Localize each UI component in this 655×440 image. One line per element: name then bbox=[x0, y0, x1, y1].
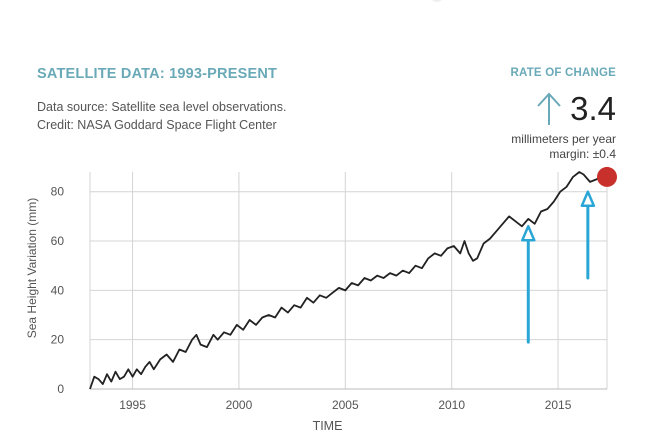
x-axis-label: TIME bbox=[312, 419, 343, 433]
rate-value-row: 3.4 bbox=[536, 88, 616, 130]
source-line: Data source: Satellite sea level observa… bbox=[37, 100, 287, 114]
y-axis-label-wrap: Sea Height Variation (mm) bbox=[24, 180, 40, 355]
y-axis-label: Sea Height Variation (mm) bbox=[25, 197, 39, 338]
credit-line: Credit: NASA Goddard Space Flight Center bbox=[37, 118, 277, 132]
annotation-arrow bbox=[521, 225, 536, 344]
data-source: Data source: Satellite sea level observa… bbox=[37, 98, 286, 134]
sea-level-series-line bbox=[89, 171, 602, 390]
rate-title: RATE OF CHANGE bbox=[510, 67, 616, 79]
up-arrow-icon bbox=[537, 92, 561, 125]
rate-unit: millimeters per year bbox=[511, 132, 616, 146]
x-tick-label: 2000 bbox=[226, 398, 253, 412]
y-tick-label: 20 bbox=[51, 333, 65, 347]
annotation-arrow-head bbox=[580, 190, 596, 207]
latest-value-marker bbox=[597, 166, 617, 187]
rate-value: 3.4 bbox=[570, 90, 616, 127]
rate-margin: margin: ±0.4 bbox=[549, 147, 616, 161]
y-tick-label: 80 bbox=[51, 185, 65, 199]
annotation-arrow-head bbox=[521, 225, 536, 242]
y-tick-label: 40 bbox=[51, 283, 65, 297]
annotation-arrow bbox=[580, 190, 596, 280]
chart-title: SATELLITE DATA: 1993-PRESENT bbox=[37, 66, 278, 82]
y-tick-label: 0 bbox=[57, 382, 64, 396]
x-tick-label: 2005 bbox=[332, 398, 359, 412]
x-tick-label: 2015 bbox=[545, 398, 572, 412]
y-tick-label: 60 bbox=[51, 234, 65, 248]
top-edge-mark bbox=[430, 0, 444, 2]
x-tick-label: 2010 bbox=[438, 398, 465, 412]
x-tick-label: 1995 bbox=[119, 398, 146, 412]
